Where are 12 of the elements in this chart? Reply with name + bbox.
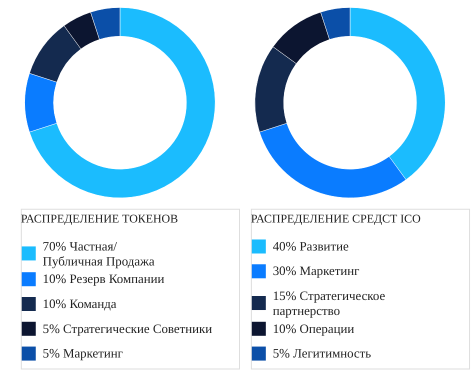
legend-label: 70% Частная/ Публичная Продажа (42, 239, 155, 268)
legend-label: 10% Операции (272, 322, 354, 336)
legend-title: РАСПРЕДЕЛЕНИЕ ТОКЕНОВ (20, 212, 178, 226)
legend-title: РАСПРЕДЕЛЕНИЕ СРЕДСТ ICO (250, 212, 422, 226)
legend-label: 15% Стратегическое партнерство (272, 289, 386, 318)
legend-label: 40% Развитие (272, 239, 349, 254)
legend-label: 30% Маркетинг (272, 264, 360, 278)
legend-label: 10% Резерв Компании (42, 272, 165, 286)
legend-label: 5% Легитимность (272, 346, 372, 361)
legend-label: 10% Команда (42, 296, 117, 311)
legend-label: 5% Стратегические Советники (42, 322, 212, 336)
legend-label: 5% Маркетинг (42, 346, 123, 361)
